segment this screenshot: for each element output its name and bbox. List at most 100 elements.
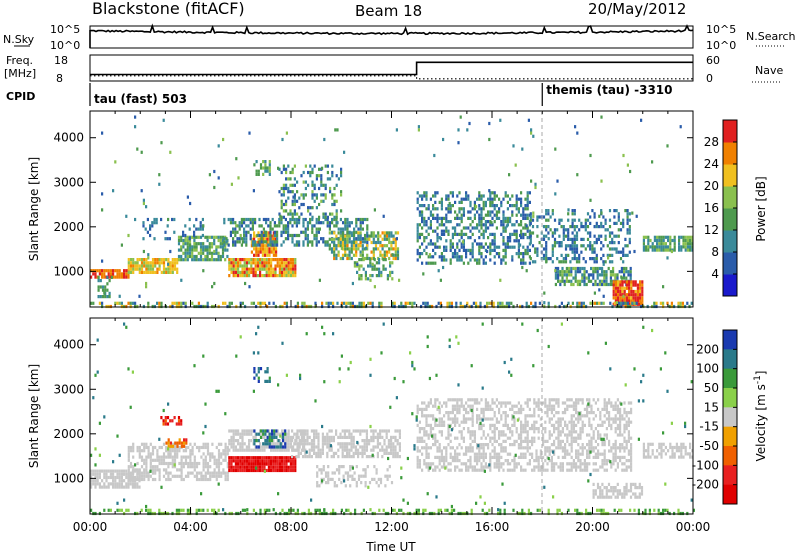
velocity-cell (158, 477, 161, 482)
power-cell (261, 253, 264, 257)
velocity-cell (478, 455, 481, 459)
power-cell (261, 247, 264, 251)
velocity-cell (416, 436, 419, 440)
velocity-cell (418, 430, 421, 434)
power-cell (320, 183, 323, 187)
power-cell (221, 245, 225, 249)
power-cell (605, 279, 608, 283)
power-cell (573, 228, 576, 232)
velocity-cell (127, 458, 130, 462)
power-cell (515, 232, 518, 236)
power-cell (360, 301, 363, 305)
power-cell (329, 186, 332, 191)
power-cell (434, 194, 437, 198)
power-cell (454, 226, 457, 230)
velocity-cell (416, 404, 419, 408)
power-cell (228, 267, 231, 271)
power-cell (532, 211, 535, 215)
power-cell (602, 215, 605, 219)
power-cell (381, 253, 384, 257)
power-cell (440, 255, 443, 259)
power-cell (598, 279, 601, 283)
velocity-cell (287, 448, 290, 452)
power-cell (662, 301, 665, 305)
power-cell (473, 258, 476, 262)
power-cell (306, 233, 309, 238)
velocity-cell (285, 445, 288, 449)
velocity-cell (482, 414, 485, 418)
power-cell (534, 185, 537, 190)
velocity-cell (176, 455, 179, 459)
power-cell (140, 258, 144, 262)
velocity-cell (178, 474, 181, 478)
velocity-cell (165, 477, 168, 482)
power-cell (276, 261, 279, 265)
power-cell (447, 194, 450, 198)
power-cell (236, 237, 239, 241)
nsearch-tick-bottom: 10^0 (706, 39, 736, 52)
power-cell (197, 251, 200, 255)
velocity-cell (438, 417, 441, 421)
power-cell (436, 216, 439, 220)
power-cell (600, 234, 603, 238)
power-cell (425, 191, 428, 195)
velocity-cell (217, 461, 221, 466)
velocity-cell (166, 416, 170, 420)
power-cell (482, 236, 485, 240)
power-cell (145, 258, 148, 262)
power-cell (331, 240, 334, 244)
power-cell (197, 301, 200, 305)
power-cell (160, 261, 163, 265)
power-cell (602, 225, 605, 229)
power-cell (94, 269, 97, 273)
velocity-cell (451, 446, 454, 450)
power-cell (278, 274, 281, 278)
power-cell (583, 266, 586, 271)
velocity-cell (462, 427, 465, 431)
power-cell (515, 220, 518, 224)
freq-panel-frame (89, 54, 694, 82)
power-cell (575, 231, 579, 235)
power-cell (331, 164, 334, 168)
power-cell (378, 258, 381, 262)
power-cell (283, 301, 286, 305)
power-cell (182, 242, 185, 246)
velocity-cell (96, 475, 99, 480)
velocity-cell (270, 445, 274, 449)
power-cell (469, 252, 472, 256)
power-cell (263, 301, 266, 305)
velocity-cell (544, 430, 547, 434)
power-cell (243, 267, 246, 271)
power-cell (587, 279, 590, 283)
velocity-cell (116, 485, 119, 489)
power-cell (180, 254, 183, 259)
velocity-cell (285, 462, 288, 466)
power-colorbar-label: Power [dB] (754, 176, 768, 241)
velocity-cell (454, 404, 457, 408)
velocity-cell (266, 429, 269, 433)
power-cell (554, 273, 557, 277)
power-cell (489, 194, 492, 198)
power-cell (97, 275, 100, 279)
power-cell (586, 218, 590, 222)
power-cell (328, 224, 331, 228)
power-cell (606, 253, 609, 257)
power-cell (255, 172, 258, 176)
power-cell (436, 220, 439, 224)
power-cell (301, 301, 304, 305)
freq-tick-top: 18 (54, 54, 68, 67)
velocity-cell (528, 427, 531, 431)
power-cell (423, 191, 426, 195)
power-cell (538, 215, 541, 219)
power-cell (623, 293, 626, 297)
power-cell (186, 248, 189, 252)
velocity-cell (447, 411, 450, 415)
power-cell (234, 267, 237, 271)
power-cell (515, 194, 518, 198)
velocity-cell (425, 414, 428, 418)
power-cell (593, 247, 596, 251)
velocity-cell (202, 461, 205, 466)
power-cell (320, 221, 323, 225)
power-cell (691, 242, 694, 246)
velocity-cell (297, 448, 300, 452)
